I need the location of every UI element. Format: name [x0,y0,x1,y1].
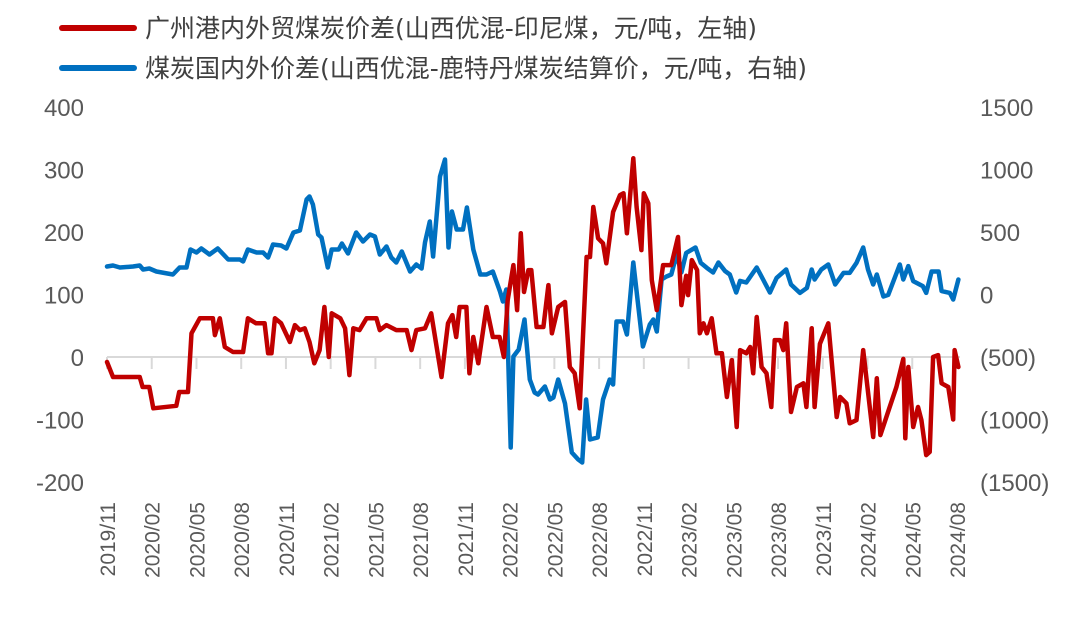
legend-item-red: 广州港内外贸煤炭价差(山西优混-印尼煤，元/吨，左轴) [59,14,757,43]
right-axis-tick-label: (500) [980,345,1036,372]
x-axis-tick-label: 2023/02 [679,502,702,578]
x-axis-tick-label: 2020/11 [276,502,299,576]
x-axis-tick-label: 2021/05 [365,502,388,578]
right-axis-tick-label: (1000) [980,408,1049,435]
x-axis-tick-label: 2022/05 [544,502,567,578]
right-axis-tick-label: (1500) [980,470,1049,497]
x-axis-tick-label: 2021/08 [410,502,433,578]
series-line-blue [104,157,961,465]
left-axis-tick-label: 0 [71,345,84,372]
x-axis-tick-label: 2022/02 [500,502,523,578]
x-axis-tick-label: 2019/11 [97,502,120,576]
x-axis-tick-label: 2022/11 [634,502,657,576]
axes: 4003002001000-100-200150010005000(500)(1… [36,95,1049,578]
legend-label-red: 广州港内外贸煤炭价差(山西优混-印尼煤，元/吨，左轴) [145,14,757,43]
x-axis-tick-label: 2024/02 [858,502,881,578]
x-axis-tick-label: 2024/05 [902,502,925,578]
x-axis-tick-label: 2023/08 [768,502,791,578]
x-axis-tick-label: 2021/02 [321,502,344,578]
x-axis-tick-label: 2021/11 [455,502,478,576]
left-axis-tick-label: 200 [44,220,84,247]
x-axis-tick-label: 2020/08 [231,502,254,578]
series-lines [104,156,961,465]
left-axis-tick-label: 300 [44,158,84,185]
legend-item-blue: 煤炭国内外价差(山西优混-鹿特丹煤炭结算价，元/吨，右轴) [59,54,807,83]
x-axis-tick-label: 2020/02 [142,502,165,578]
right-axis-tick-label: 1500 [980,95,1033,122]
legend-label-blue: 煤炭国内外价差(山西优混-鹿特丹煤炭结算价，元/吨，右轴) [145,54,807,83]
right-axis-tick-label: 0 [980,283,993,310]
right-axis-tick-label: 1000 [980,158,1033,185]
x-axis-tick-label: 2023/11 [813,502,836,576]
x-axis-tick-label: 2024/08 [947,502,970,578]
right-axis-tick-label: 500 [980,220,1020,247]
series-line-red [104,156,961,458]
legend: 广州港内外贸煤炭价差(山西优混-印尼煤，元/吨，左轴) 煤炭国内外价差(山西优混… [59,14,807,83]
x-axis-tick-label: 2022/08 [589,502,612,578]
left-axis-tick-label: 400 [44,95,84,122]
left-axis-tick-label: -200 [36,470,84,497]
left-axis-tick-label: -100 [36,408,84,435]
x-axis-tick-label: 2023/05 [723,502,746,578]
left-axis-tick-label: 100 [44,283,84,310]
x-axis-tick-label: 2020/05 [186,502,209,578]
